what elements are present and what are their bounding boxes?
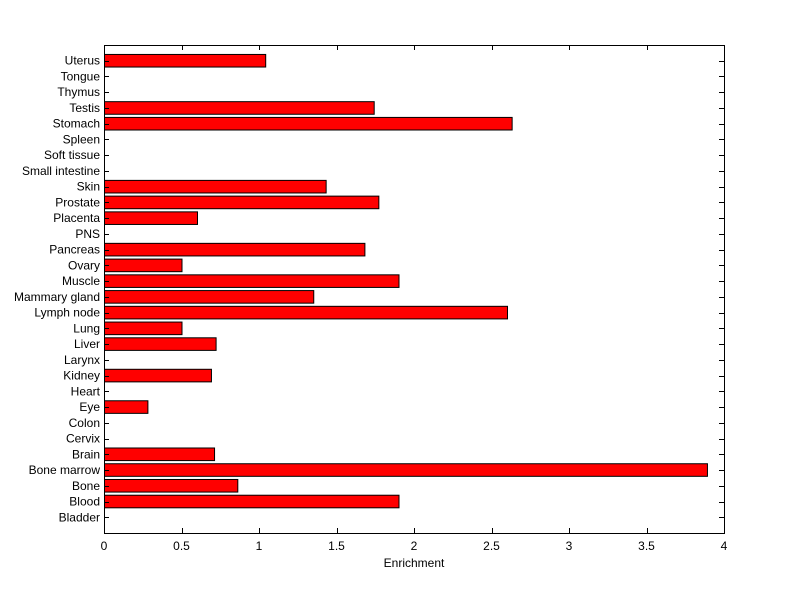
bar (104, 478, 239, 493)
y-tick-label: Brain (72, 447, 100, 461)
y-tick-label: Cervix (66, 432, 100, 446)
bar (104, 274, 400, 288)
bar (104, 195, 380, 210)
y-tick-label: Ovary (68, 258, 100, 272)
y-tick-label: Mammary gland (14, 290, 100, 304)
y-tick-label: Prostate (55, 195, 100, 209)
bar (104, 116, 513, 131)
y-tick-label: Pancreas (49, 243, 100, 257)
y-tick-label: Thymus (57, 85, 100, 99)
bar (104, 242, 366, 257)
bar (104, 321, 183, 336)
bar (104, 368, 212, 383)
bar (104, 211, 198, 225)
y-tick-label: Skin (77, 180, 100, 194)
y-tick-label: Lymph node (34, 306, 100, 320)
bar (104, 101, 375, 115)
bar (104, 494, 400, 509)
x-tick-label: 2.5 (483, 539, 500, 553)
bar (104, 258, 183, 273)
bars-group (104, 53, 708, 509)
x-tick-label: 2 (411, 539, 418, 553)
x-tick-label: 0.5 (173, 539, 190, 553)
y-tick-label: Uterus (65, 54, 100, 68)
y-tick-label: Bladder (59, 510, 100, 524)
y-tick-label: Tongue (61, 69, 101, 83)
x-tick-label: 4 (721, 539, 728, 553)
y-tick-label: Small intestine (22, 164, 100, 178)
y-tick-label: Eye (79, 400, 100, 414)
bar (104, 53, 267, 68)
y-tick-label: Spleen (63, 132, 100, 146)
y-tick-label: Testis (69, 101, 100, 115)
x-axis-label: Enrichment (384, 556, 445, 570)
y-tick-label: Stomach (53, 117, 100, 131)
y-tick-label: Bone (72, 479, 100, 493)
bar (104, 179, 327, 194)
bar (104, 305, 508, 320)
y-tick-label: Bone marrow (29, 463, 101, 477)
y-tick-label: Larynx (64, 353, 100, 367)
y-tick-label: Blood (69, 495, 100, 509)
plot-frame (104, 45, 725, 534)
bar (104, 447, 216, 462)
bar (104, 463, 708, 477)
y-tick-label: Muscle (62, 274, 100, 288)
bar (104, 400, 149, 414)
y-tick-label: Liver (74, 337, 100, 351)
x-tick-label: 1 (256, 539, 263, 553)
y-tick-label: Placenta (53, 211, 100, 225)
bar (104, 337, 217, 351)
y-tick-label: Soft tissue (44, 148, 100, 162)
x-tick-label: 0 (101, 539, 108, 553)
y-tick-label: Lung (73, 321, 100, 335)
bar (104, 290, 315, 304)
y-tick-label: Colon (69, 416, 100, 430)
y-tick-label: Heart (71, 384, 101, 398)
y-tick-label: Kidney (63, 369, 100, 383)
x-tick-label: 3 (566, 539, 573, 553)
x-tick-label: 3.5 (638, 539, 655, 553)
y-tick-label: PNS (75, 227, 100, 241)
x-tick-label: 1.5 (328, 539, 345, 553)
